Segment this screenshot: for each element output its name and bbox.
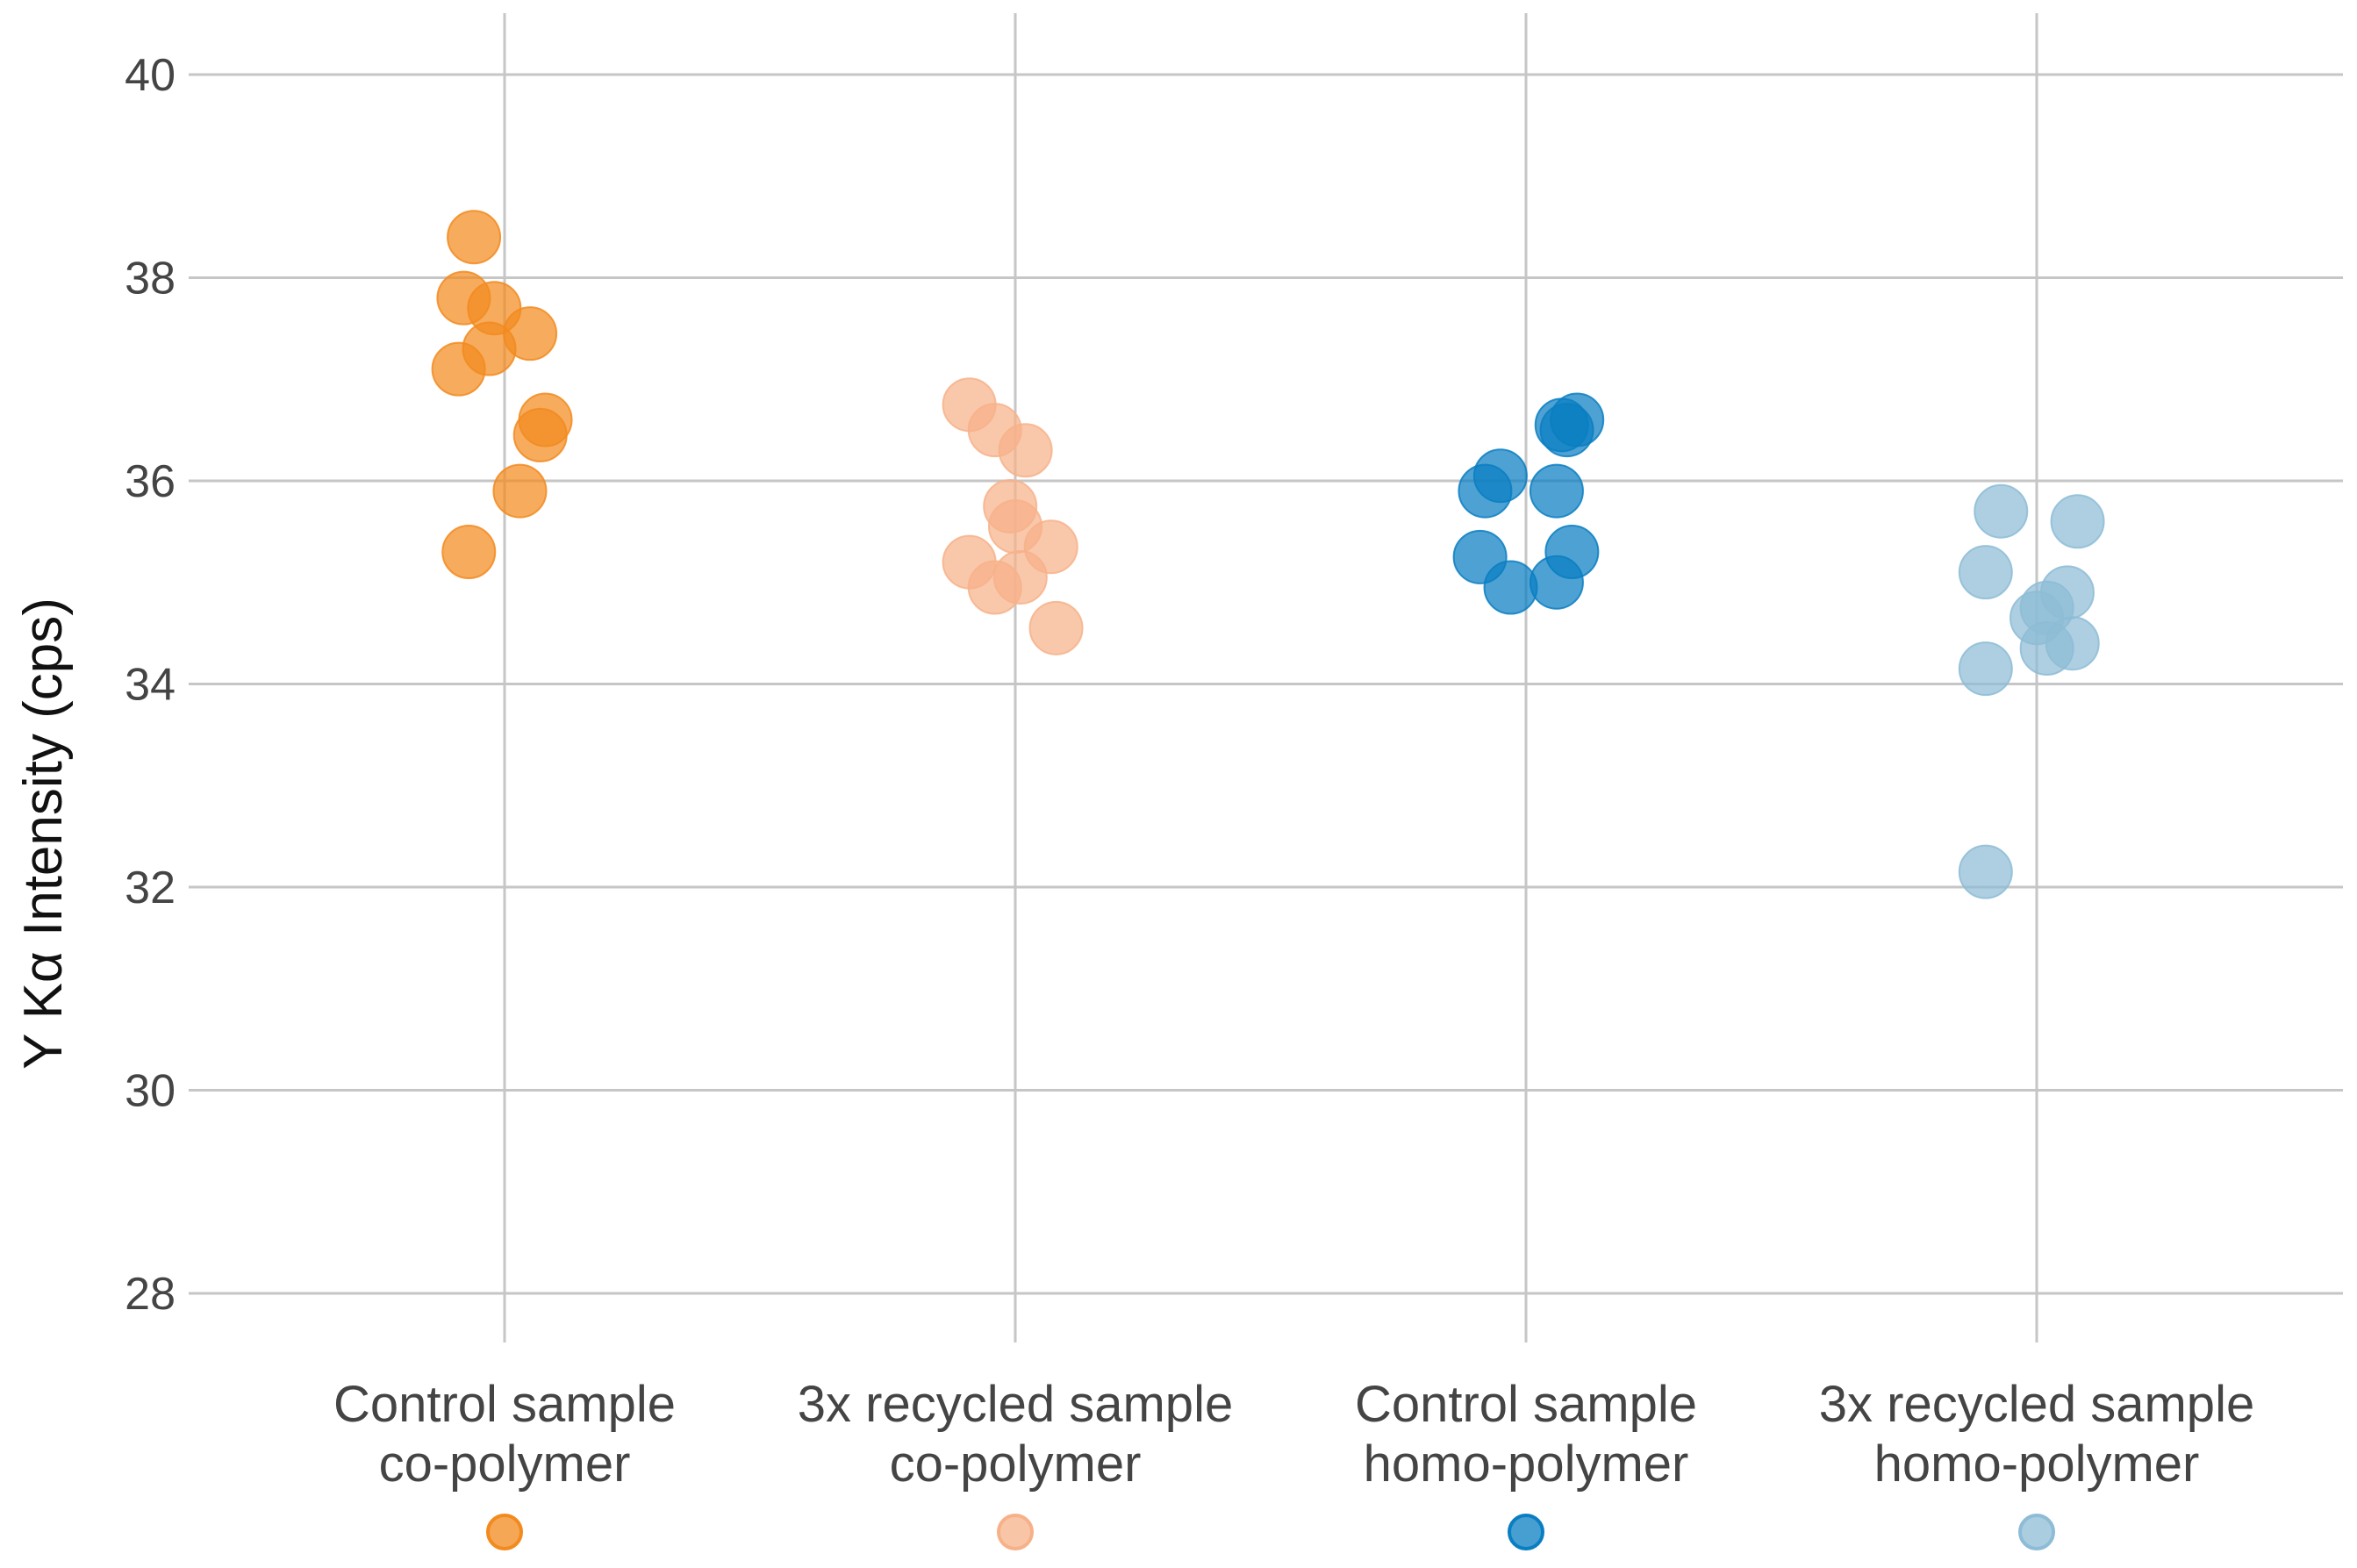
category-label-3-line1: Control sample xyxy=(1355,1376,1697,1433)
legend-markers xyxy=(486,1514,2055,1550)
point-s4-8 xyxy=(2019,620,2074,676)
y-tick-label-36: 36 xyxy=(125,456,176,507)
point-s4-2 xyxy=(2050,494,2105,549)
y-gridlines xyxy=(189,73,2343,1295)
point-s2-10 xyxy=(1028,600,1084,655)
point-s1-10 xyxy=(441,525,497,580)
y-tick-labels: 28 30 32 34 36 38 40 xyxy=(125,50,176,1320)
y-tick-label-32: 32 xyxy=(125,863,176,913)
y-tick-label-40: 40 xyxy=(125,50,176,101)
point-s4-1 xyxy=(1974,483,2029,539)
legend-marker-2 xyxy=(997,1514,1034,1550)
category-label-3-line2: homo-polymer xyxy=(1364,1436,1689,1493)
point-s1-8 xyxy=(512,407,568,462)
category-label-2-line1: 3x recycled sample xyxy=(798,1376,1233,1433)
category-label-4-line1: 3x recycled sample xyxy=(1819,1376,2254,1433)
point-s2-3 xyxy=(998,423,1053,478)
y-tick-label-38: 38 xyxy=(125,254,176,304)
point-s1-9 xyxy=(492,463,548,519)
category-label-4-line2: homo-polymer xyxy=(1874,1436,2200,1493)
point-s4-3 xyxy=(1958,545,2013,600)
category-label-1-line2: co-polymer xyxy=(379,1436,631,1493)
point-s4-10 xyxy=(1958,844,2013,899)
point-s4-9 xyxy=(1958,641,2013,697)
legend-marker-4 xyxy=(2018,1514,2055,1550)
point-s3-10 xyxy=(1483,560,1538,615)
y-axis-title: Y Kα Intensity (cps) xyxy=(13,598,74,1070)
point-s1-1 xyxy=(447,210,502,265)
point-s2-9 xyxy=(967,560,1022,615)
point-s1-6 xyxy=(431,341,486,397)
point-s3-3 xyxy=(1539,403,1594,458)
point-s3-5 xyxy=(1458,463,1513,519)
y-tick-label-28: 28 xyxy=(125,1269,176,1320)
y-tick-label-34: 34 xyxy=(125,660,176,711)
data-points xyxy=(431,210,2105,899)
point-s3-9 xyxy=(1529,555,1584,610)
category-label-1-line1: Control sample xyxy=(333,1376,676,1433)
point-s3-6 xyxy=(1529,463,1584,519)
y-tick-label-30: 30 xyxy=(125,1066,176,1117)
legend-marker-3 xyxy=(1508,1514,1544,1550)
legend-marker-1 xyxy=(486,1514,523,1550)
category-label-2-line2: co-polymer xyxy=(890,1436,1142,1493)
x-gridlines xyxy=(503,13,2038,1342)
